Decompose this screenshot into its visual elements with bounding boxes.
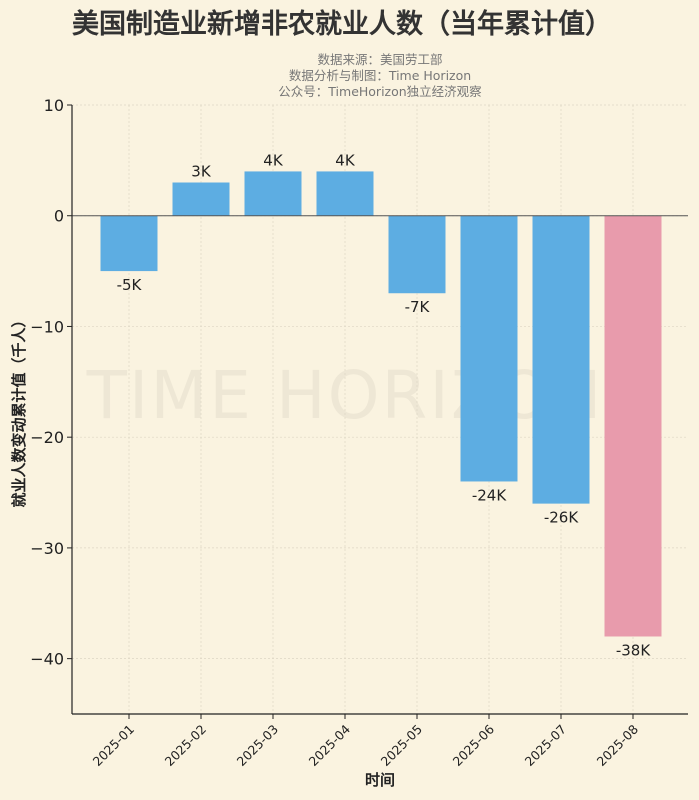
y-tick-label: 0 — [54, 207, 64, 226]
y-tick-label: 10 — [44, 96, 64, 115]
x-tick-label: 2025-04 — [306, 721, 354, 769]
subtitle-source: 数据来源：美国劳工部 — [317, 52, 442, 67]
x-tick-label: 2025-01 — [90, 722, 138, 770]
data-label: -26K — [544, 509, 579, 527]
data-label: -24K — [472, 486, 507, 504]
x-tick-label: 2025-06 — [450, 721, 498, 769]
subtitle-author: 数据分析与制图：Time Horizon — [289, 68, 471, 83]
bar-2025-03 — [244, 171, 302, 216]
x-axis-label: 时间 — [365, 771, 395, 789]
bar-2025-04 — [316, 171, 374, 216]
y-tick-label: −30 — [30, 539, 64, 558]
x-tick-label: 2025-07 — [522, 722, 570, 770]
x-tick-label: 2025-02 — [162, 722, 210, 770]
chart-title: 美国制造业新增非农就业人数（当年累计值） — [72, 8, 612, 40]
y-axis-label: 就业人数变动累计值（千人） — [10, 312, 28, 507]
bar-2025-07 — [532, 215, 590, 504]
bar-2025-08 — [604, 215, 662, 637]
x-tick-label: 2025-08 — [594, 721, 642, 769]
bar-2025-01 — [100, 215, 158, 272]
bar-2025-02 — [172, 182, 230, 216]
y-tick-label: −20 — [30, 428, 64, 447]
bar-2025-06 — [460, 215, 518, 482]
x-tick-label: 2025-03 — [234, 722, 282, 770]
data-label: -5K — [117, 276, 143, 294]
data-label: -38K — [616, 641, 651, 659]
data-label: 4K — [263, 151, 284, 169]
y-tick-label: −40 — [30, 650, 64, 669]
x-tick-label: 2025-05 — [378, 722, 426, 770]
watermark: TIME HORIZON — [86, 357, 604, 434]
bar-2025-05 — [388, 215, 446, 294]
data-label: -7K — [405, 298, 431, 316]
y-tick-label: −10 — [30, 317, 64, 336]
subtitle-account: 公众号：TimeHorizon独立经济观察 — [278, 84, 482, 99]
data-label: 4K — [335, 151, 356, 169]
data-label: 3K — [191, 163, 212, 181]
